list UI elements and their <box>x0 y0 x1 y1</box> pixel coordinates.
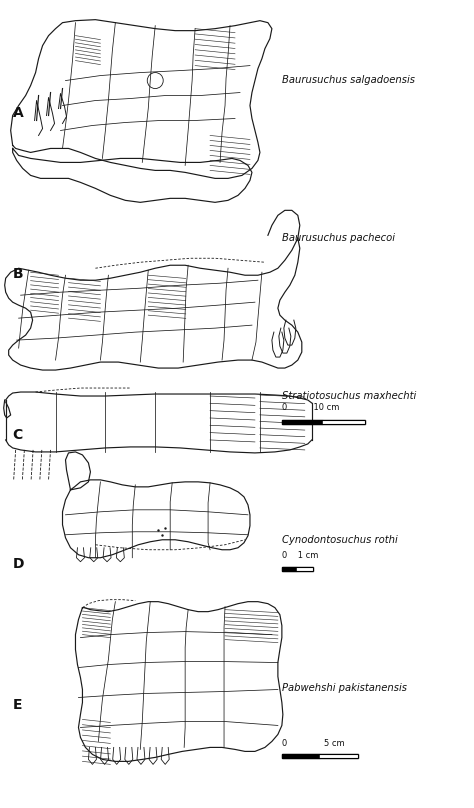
Text: 0    1 cm: 0 1 cm <box>282 552 318 561</box>
Text: A: A <box>12 106 23 120</box>
Bar <box>282 567 313 571</box>
Bar <box>282 755 357 759</box>
Bar <box>297 567 313 571</box>
Text: 0          10 cm: 0 10 cm <box>282 403 339 412</box>
Text: D: D <box>12 558 24 571</box>
Bar <box>282 755 357 759</box>
Text: B: B <box>12 267 23 281</box>
Bar <box>319 755 357 759</box>
Text: 0              5 cm: 0 5 cm <box>282 739 345 747</box>
Text: C: C <box>12 428 23 442</box>
Text: Baurusuchus pachecoi: Baurusuchus pachecoi <box>282 233 395 243</box>
Bar <box>282 419 365 423</box>
Text: Stratiotosuchus maxhechti: Stratiotosuchus maxhechti <box>282 391 416 401</box>
Bar <box>282 419 365 423</box>
Text: Baurusuchus salgadoensis: Baurusuchus salgadoensis <box>282 75 415 85</box>
Text: E: E <box>12 698 22 713</box>
Bar <box>282 567 313 571</box>
Text: Pabwehshi pakistanensis: Pabwehshi pakistanensis <box>282 683 407 693</box>
Bar <box>323 419 365 423</box>
Text: Cynodontosuchus rothi: Cynodontosuchus rothi <box>282 535 398 545</box>
